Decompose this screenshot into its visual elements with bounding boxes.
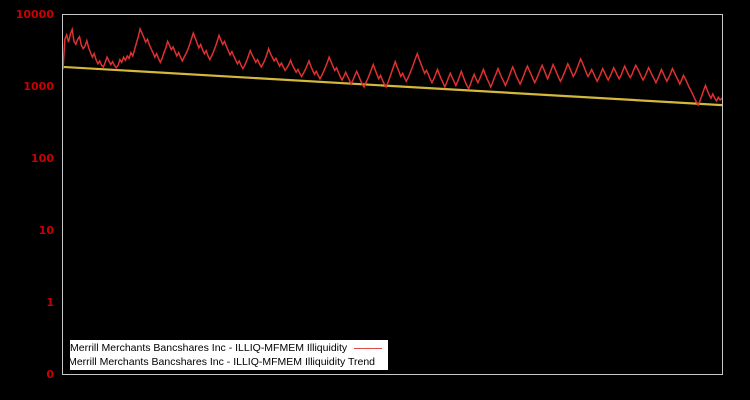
illiquidity-line-path	[63, 26, 722, 107]
y-tick-label: 0	[46, 368, 54, 381]
plot-clip	[63, 15, 722, 374]
legend-swatch-illiquidity	[354, 347, 382, 349]
legend-entry-illiquidity-trend: Merrill Merchants Bancshares Inc - ILLIQ…	[68, 355, 384, 369]
y-tick-label: 10000	[15, 8, 54, 21]
chart-legend: Merrill Merchants Bancshares Inc - ILLIQ…	[68, 340, 388, 370]
legend-label: Merrill Merchants Bancshares Inc - ILLIQ…	[68, 356, 375, 368]
y-tick-label: 10	[38, 224, 54, 237]
y-tick-label: 1	[46, 296, 54, 309]
plot-area	[62, 14, 723, 375]
y-tick-label: 1000	[23, 80, 54, 93]
y-axis: 10000 1000 100 10 1 0	[0, 0, 62, 400]
trend-line-path	[63, 65, 722, 107]
legend-label: Merrill Merchants Bancshares Inc - ILLIQ…	[70, 342, 348, 354]
plot-svg	[63, 26, 722, 107]
legend-entry-illiquidity: Merrill Merchants Bancshares Inc - ILLIQ…	[70, 341, 384, 355]
y-tick-label: 100	[31, 152, 54, 165]
